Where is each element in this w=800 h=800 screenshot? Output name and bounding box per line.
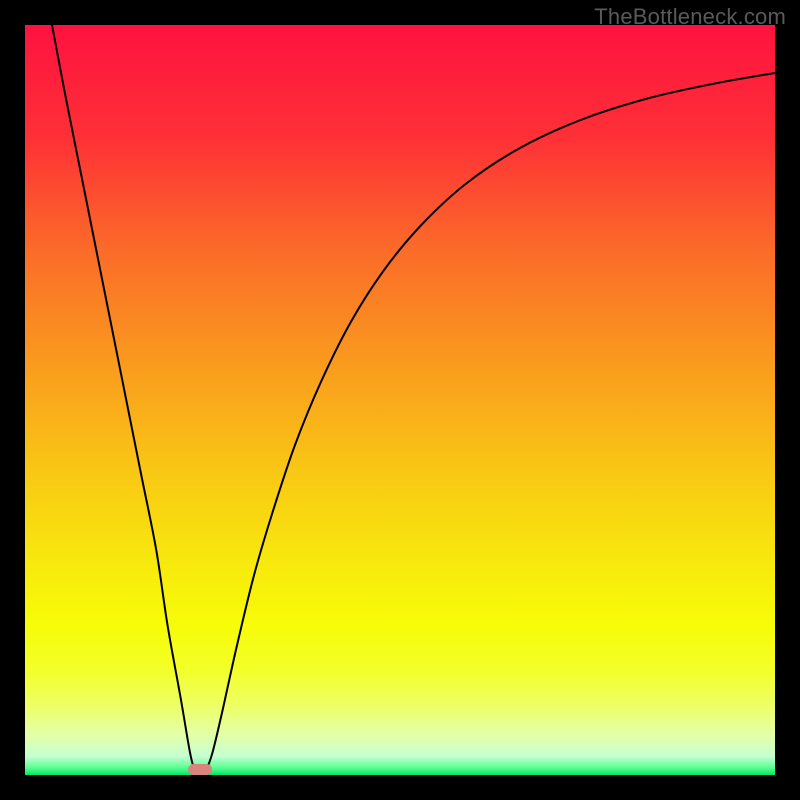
watermark-text: TheBottleneck.com — [594, 4, 786, 30]
plot-area — [25, 25, 775, 775]
minimum-marker — [188, 764, 212, 775]
line-series — [25, 25, 775, 775]
